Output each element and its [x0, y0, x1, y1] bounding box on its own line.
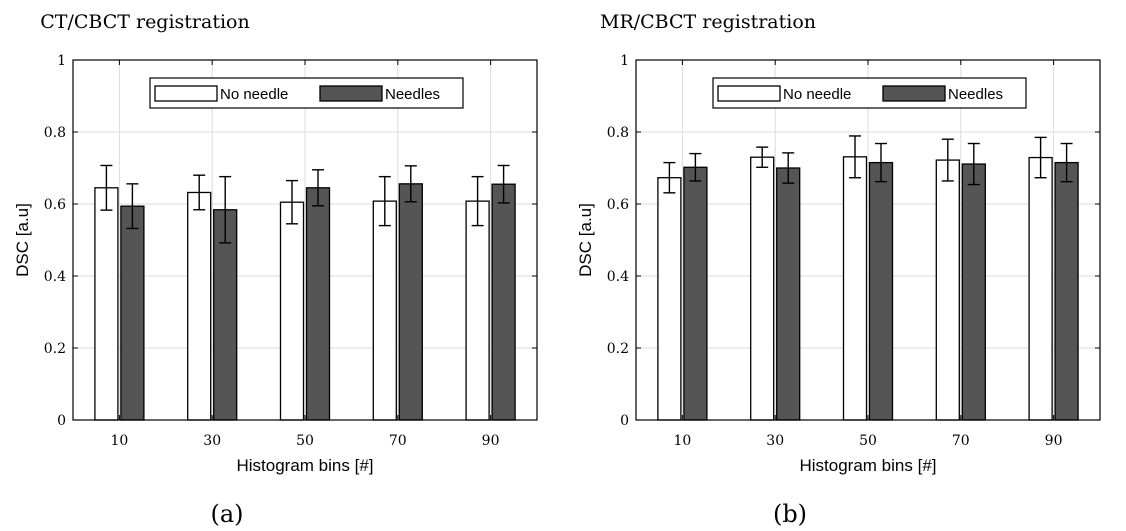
y-tick-label: 0.8 [607, 125, 629, 141]
bar-needles [305, 187, 331, 421]
bar-no-needle [1028, 156, 1053, 421]
chart-ct-cbct: CT/CBCT registration 0 0.2 0.4 0.6 0.8 1 10 30 50… [13, 11, 538, 528]
panel-a: CT/CBCT registration 0 0.2 0.4 0.6 0.8 1 10 30 50… [13, 11, 538, 528]
bar-no-needle [279, 201, 305, 421]
bar-needles [683, 166, 708, 421]
y-tick-label: 0 [57, 413, 66, 429]
y-tick-label: 0.8 [44, 125, 66, 141]
legend-label-needles: Needles [385, 86, 440, 103]
x-axis-label: Histogram bins [#] [237, 456, 374, 475]
y-tick-label: 1 [620, 53, 629, 69]
y-tick-label: 0.2 [607, 341, 629, 357]
x-tick-label: 70 [952, 433, 970, 449]
y-tick-label: 0.6 [44, 197, 66, 213]
y-axis-label: DSC [a.u] [13, 203, 32, 277]
x-tick-label: 10 [673, 433, 691, 449]
y-tick-label: 0.6 [607, 197, 629, 213]
chart-title: MR/CBCT registration [600, 11, 816, 33]
legend-swatch-no-needle [717, 85, 781, 102]
bar-no-needle [657, 177, 682, 421]
y-tick-label: 0.4 [44, 269, 66, 285]
chart-mr-cbct: MR/CBCT registration 0 0.2 0.4 0.6 0.8 1 10 30 50… [576, 11, 1101, 528]
bar-no-needle [935, 159, 960, 421]
legend-label-needles: Needles [948, 86, 1003, 103]
legend-swatch-needles [882, 85, 946, 102]
y-tick-label: 0.4 [607, 269, 629, 285]
x-tick-label: 50 [296, 433, 314, 449]
x-tick-label: 30 [766, 433, 784, 449]
y-tick-label: 0 [620, 413, 629, 429]
y-tick-label: 1 [57, 53, 66, 69]
y-axis-label: DSC [a.u] [576, 203, 595, 277]
bar-needles [1054, 161, 1079, 421]
x-axis-label: Histogram bins [#] [800, 456, 937, 475]
legend-swatch-no-needle [154, 85, 218, 102]
bar-needles [868, 161, 894, 421]
bar-needles [776, 167, 801, 421]
bar-no-needle [187, 191, 212, 421]
panel-b: MR/CBCT registration 0 0.2 0.4 0.6 0.8 1 10 30 50… [563, 0, 1126, 531]
x-tick-label: 30 [203, 433, 221, 449]
legend-swatch-needles [319, 85, 383, 102]
panel-label: (b) [773, 500, 807, 528]
bar-no-needle [94, 187, 119, 421]
x-tick-label: 90 [1045, 433, 1063, 449]
bar-needles [961, 163, 986, 421]
y-tick-label: 0.2 [44, 341, 66, 357]
x-tick-label: 50 [859, 433, 877, 449]
x-tick-label: 90 [482, 433, 500, 449]
legend: No needle Needles [712, 77, 1027, 109]
x-tick-label: 10 [110, 433, 128, 449]
legend: No needle Needles [149, 77, 464, 109]
panel-label: (a) [210, 500, 243, 528]
bar-no-needle [465, 200, 490, 421]
bar-no-needle [372, 200, 397, 421]
bar-needles [491, 183, 516, 421]
legend-label-no-needle: No needle [783, 86, 851, 103]
bar-needles [120, 205, 145, 421]
x-tick-label: 70 [389, 433, 407, 449]
bar-no-needle [750, 156, 775, 421]
bar-needles [398, 183, 423, 421]
bar-no-needle [842, 156, 868, 421]
chart-title: CT/CBCT registration [40, 11, 249, 33]
legend-label-no-needle: No needle [220, 86, 288, 103]
